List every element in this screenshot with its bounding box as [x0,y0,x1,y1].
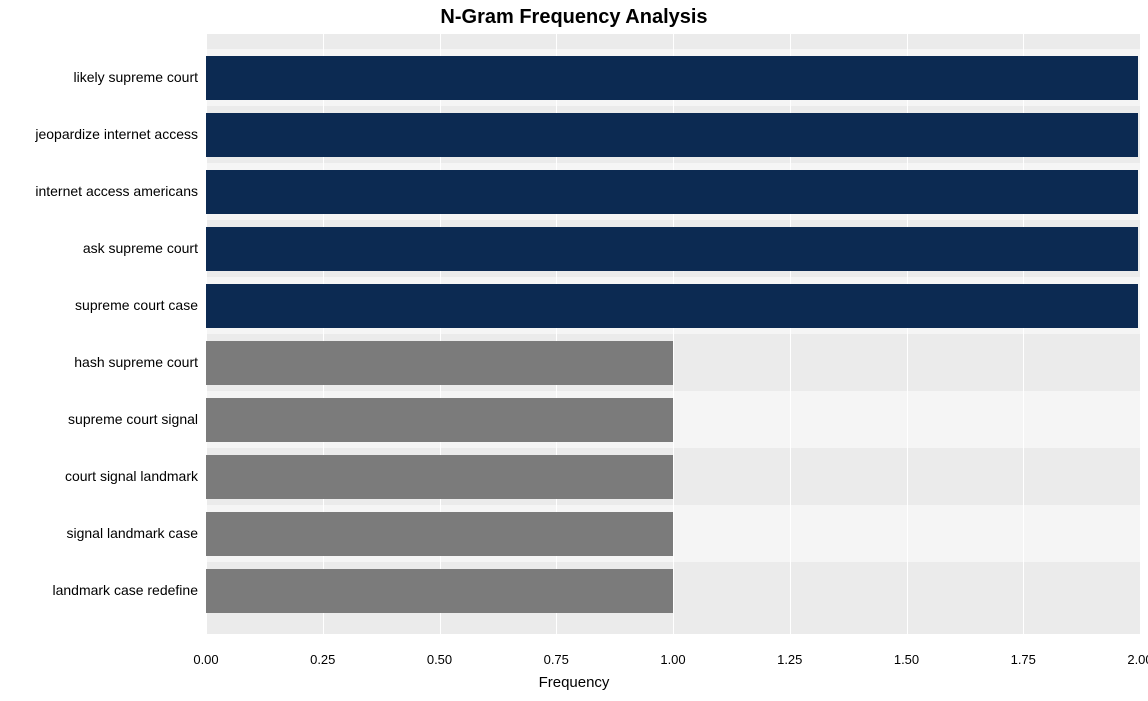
y-axis-labels: likely supreme court jeopardize internet … [0,34,202,634]
bar [206,113,1138,157]
x-tick-label: 0.25 [310,652,335,667]
x-tick-label: 1.75 [1011,652,1036,667]
y-tick-label: hash supreme court [0,354,198,370]
y-tick-label: supreme court signal [0,411,198,427]
bar [206,227,1138,271]
y-tick-label: landmark case redefine [0,582,198,598]
bar [206,170,1138,214]
bar [206,341,673,385]
y-tick-label: ask supreme court [0,240,198,256]
x-tick-label: 2.00 [1127,652,1148,667]
x-tick-label: 0.50 [427,652,452,667]
y-tick-label: signal landmark case [0,525,198,541]
ngram-frequency-chart: N-Gram Frequency Analysis likely supreme… [0,0,1148,701]
x-tick-label: 1.25 [777,652,802,667]
y-tick-label: court signal landmark [0,468,198,484]
bar [206,398,673,442]
plot-area [206,34,1140,634]
x-axis-label: Frequency [0,674,1148,691]
chart-title: N-Gram Frequency Analysis [0,6,1148,29]
y-tick-label: jeopardize internet access [0,126,198,142]
y-tick-label: supreme court case [0,297,198,313]
bar [206,455,673,499]
bar [206,512,673,556]
y-tick-label: likely supreme court [0,69,198,85]
x-tick-label: 0.75 [544,652,569,667]
x-tick-label: 1.00 [660,652,685,667]
bar [206,56,1138,100]
bar [206,569,673,613]
bar [206,284,1138,328]
x-tick-label: 1.50 [894,652,919,667]
y-tick-label: internet access americans [0,183,198,199]
x-tick-label: 0.00 [193,652,218,667]
